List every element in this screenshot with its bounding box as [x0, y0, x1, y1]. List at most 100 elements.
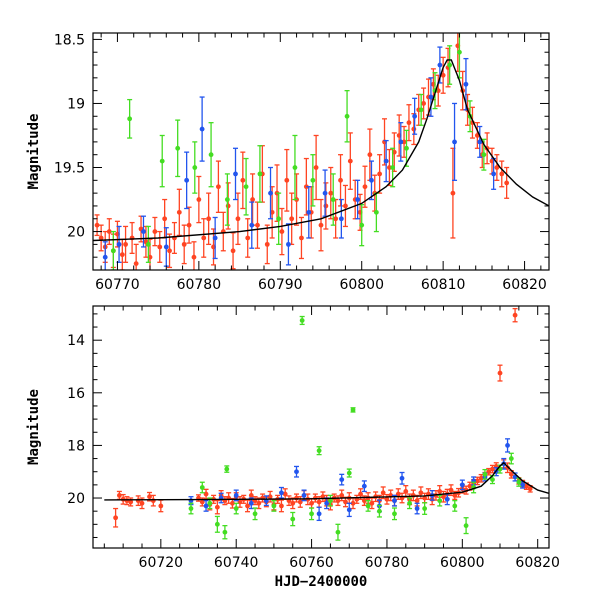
x-tick-label: 60780 [365, 555, 410, 571]
data-point [377, 154, 383, 194]
data-point [214, 515, 220, 533]
data-point [208, 122, 214, 188]
data-point [421, 87, 427, 120]
data-point [102, 241, 108, 270]
data-point [491, 157, 497, 190]
data-point [240, 151, 246, 210]
data-point [267, 490, 273, 503]
data-point [355, 179, 361, 220]
data-point [298, 216, 304, 260]
data-point [133, 243, 139, 270]
data-point [391, 507, 397, 521]
data-point [452, 102, 458, 181]
data-point [501, 457, 507, 470]
data-point [482, 468, 488, 480]
data-point [201, 218, 207, 258]
y-tick-label: 14 [67, 333, 85, 349]
x-tick-label: 60800 [440, 555, 485, 571]
data-point [129, 221, 135, 254]
y-tick-label: 19 [67, 96, 85, 112]
data-point [365, 500, 371, 512]
data-point [271, 500, 277, 512]
data-point [391, 494, 397, 507]
data-point [237, 496, 243, 508]
data-point [383, 139, 389, 183]
data-point [230, 232, 236, 270]
data-point [418, 93, 424, 126]
data-point [403, 485, 409, 498]
x-tick-label: 60740 [214, 555, 259, 571]
data-point [203, 500, 209, 512]
data-point [299, 315, 305, 326]
data-point [412, 97, 418, 135]
data-point [289, 192, 295, 246]
data-point [344, 89, 350, 143]
data-point [452, 500, 458, 512]
y-tick-label: 18 [67, 438, 85, 454]
data-point [196, 175, 202, 224]
data-point [128, 497, 134, 507]
data-point [440, 56, 446, 94]
data-point [175, 119, 181, 178]
data-point [361, 480, 367, 493]
data-point [268, 166, 274, 220]
data-point [224, 173, 230, 226]
y-tick-label: 20 [67, 225, 85, 241]
data-point [188, 502, 194, 515]
x-tick-label: 60800 [339, 277, 384, 293]
data-area [93, 33, 549, 270]
data-point [212, 216, 218, 260]
data-point [505, 438, 511, 453]
data-point [157, 230, 163, 263]
data-point [199, 481, 205, 494]
data-point [233, 147, 238, 201]
data-point [222, 524, 228, 540]
data-point [368, 160, 374, 201]
data-point [440, 490, 446, 503]
x-tick-label: 60790 [258, 277, 303, 293]
data-point [225, 182, 231, 230]
data-point [257, 145, 263, 203]
data-point [328, 166, 334, 220]
data-point [422, 502, 428, 515]
data-point [437, 494, 443, 507]
data-point [309, 507, 315, 521]
data-point [276, 192, 282, 246]
data-point [98, 224, 104, 252]
data-point [316, 446, 322, 456]
data-point [414, 502, 420, 515]
data-point [447, 45, 453, 85]
data-point [406, 104, 412, 142]
data-point [450, 147, 456, 239]
plot-frame [92, 32, 550, 271]
data-point [145, 225, 151, 263]
data-point [192, 141, 198, 194]
data-point [245, 499, 251, 513]
data-point [335, 523, 341, 541]
x-tick-label: 60720 [139, 555, 184, 571]
data-point [279, 207, 285, 256]
data-point [346, 502, 352, 518]
data-point [224, 465, 230, 473]
data-point [310, 154, 316, 207]
y-tick-label: 16 [67, 386, 85, 402]
x-axis-label: HJD−2400000 [275, 574, 368, 590]
data-point [323, 182, 329, 230]
data-point [284, 148, 290, 212]
data-point [327, 494, 333, 507]
data-point [318, 198, 324, 252]
data-point [508, 452, 514, 465]
data-point [497, 364, 503, 382]
data-point [123, 225, 129, 263]
x-tick-label: 60780 [177, 277, 222, 293]
x-tick-label: 60820 [515, 555, 560, 571]
data-point [339, 473, 345, 486]
data-point [135, 495, 141, 507]
data-point [181, 224, 187, 265]
data-point [159, 134, 165, 188]
x-tick-label: 60810 [421, 277, 466, 293]
data-point [292, 134, 298, 201]
y-tick-label: 20 [67, 491, 85, 507]
data-point [333, 198, 339, 239]
